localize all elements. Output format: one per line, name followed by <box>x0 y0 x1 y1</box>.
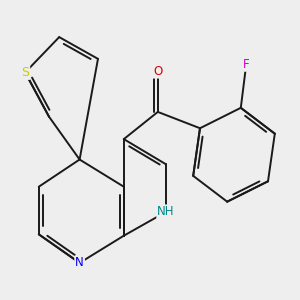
Text: NH: NH <box>157 206 175 218</box>
Text: S: S <box>21 66 29 79</box>
Text: F: F <box>243 58 250 71</box>
Text: O: O <box>153 64 162 78</box>
Text: N: N <box>75 256 84 269</box>
